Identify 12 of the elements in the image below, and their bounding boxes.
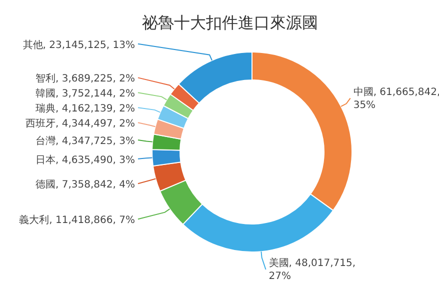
slice-label: 德國, 7,358,842, 4% bbox=[36, 180, 135, 191]
slice-label: 中國, 61,665,842, 35% bbox=[353, 86, 439, 112]
slice-label: 日本, 4,635,490, 3% bbox=[36, 154, 135, 166]
slice-label: 韓國, 3,752,144, 2% bbox=[36, 88, 135, 100]
chart-title: 祕魯十大扣件進口來源國 bbox=[142, 13, 318, 32]
slice-label: 美國, 48,017,715, 27% bbox=[268, 257, 357, 284]
slice-label: 其他, 23,145,125, 13% bbox=[22, 38, 135, 51]
slice-label: 義大利, 11,418,866, 7% bbox=[19, 214, 135, 226]
slice-label: 智利, 3,689,225, 2% bbox=[36, 72, 135, 85]
slice-label: 台灣, 4,347,725, 3% bbox=[36, 134, 135, 147]
slice-label: 瑞典, 4,162,139, 2% bbox=[36, 102, 135, 115]
slice-label: 西班牙, 4,344,497, 2% bbox=[26, 118, 135, 130]
